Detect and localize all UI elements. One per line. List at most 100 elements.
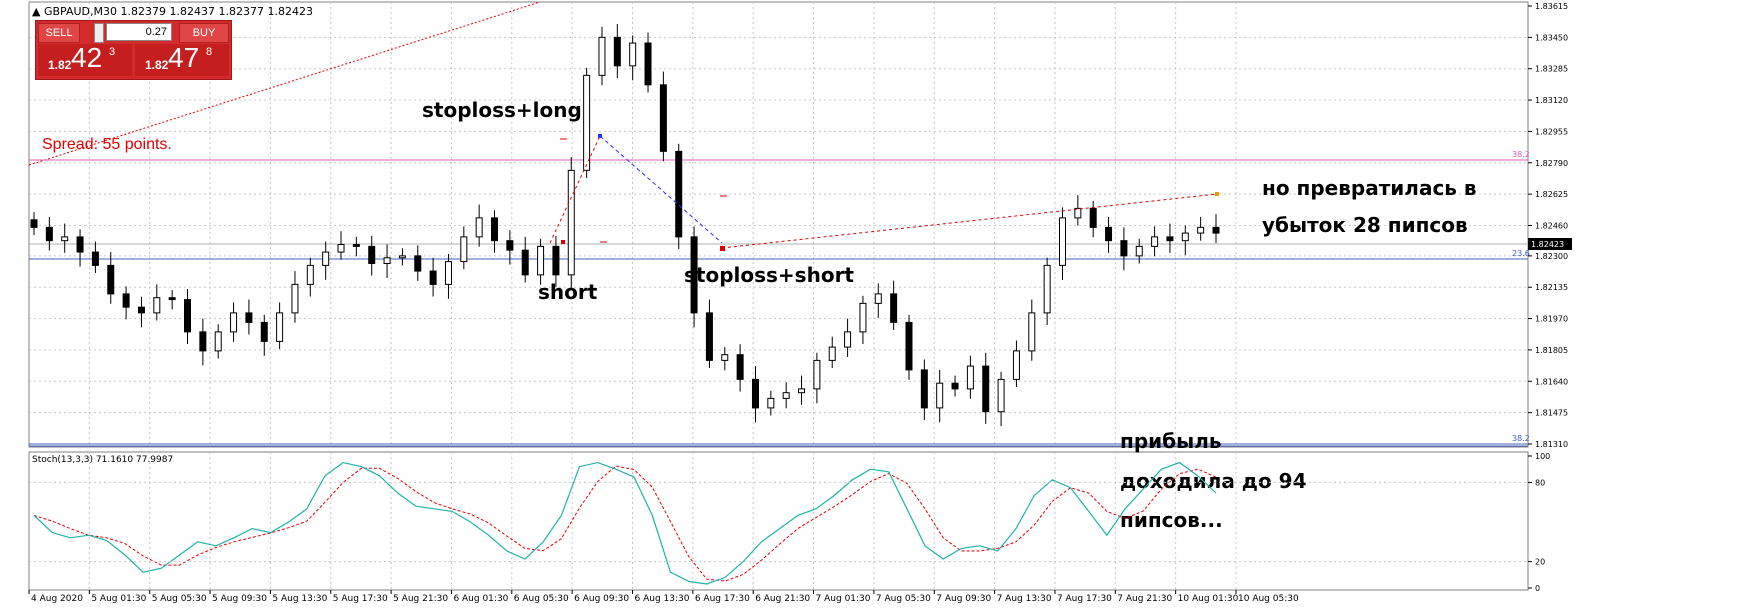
trendline-channel: [28, 1, 541, 166]
collapse-triangle-icon[interactable]: ▲: [32, 5, 41, 18]
candle-bull: [475, 217, 483, 238]
candle-bull: [1058, 217, 1066, 266]
time-tick-label: 5 Aug 17:30: [333, 594, 388, 604]
candle-bear: [920, 369, 928, 409]
time-tick-label: 5 Aug 13:30: [272, 594, 327, 604]
candle-bull: [276, 312, 284, 342]
candle-bear: [260, 321, 268, 342]
time-tick-label: 5 Aug 01:30: [91, 594, 146, 604]
trade-marker-short-entry: [561, 240, 565, 244]
candle-bull: [859, 302, 867, 333]
candle-bull: [1135, 245, 1143, 257]
trade-short-loss-line: [721, 193, 1218, 249]
candle-bear: [122, 293, 130, 308]
time-tick-label: 10 Aug 05:30: [1238, 594, 1299, 604]
time-tick-label: 6 Aug 05:30: [514, 594, 569, 604]
price-tick-label: 1.81640: [1535, 377, 1568, 386]
symbol-header: ▲ GBPAUD,M30 1.82379 1.82437 1.82377 1.8…: [32, 5, 313, 18]
time-tick-label: 7 Aug 01:30: [816, 594, 871, 604]
candle-bear: [675, 150, 683, 238]
fib-label-lower: 38.2: [1512, 434, 1530, 443]
candle-bull: [460, 236, 468, 263]
sell-quote-big: 42: [71, 42, 103, 73]
candle-bull: [1181, 232, 1189, 242]
candle-bull: [1012, 350, 1020, 380]
time-tick-label: 6 Aug 13:30: [635, 594, 690, 604]
candle-bull: [567, 169, 575, 276]
candle-bear: [736, 354, 744, 380]
candle-bear: [168, 297, 176, 301]
stochastic-main-line: [33, 461, 1217, 585]
stochastic-tick-label: 20: [1535, 558, 1545, 567]
candle-bear: [552, 245, 560, 276]
candle-bear: [613, 36, 621, 67]
candle-bull: [322, 251, 330, 266]
candle-bear: [890, 293, 898, 323]
time-tick-label: 10 Aug 01:30: [1178, 594, 1239, 604]
trade-long-entry-line: [599, 135, 723, 244]
candle-bear: [30, 219, 38, 228]
candle-bull: [337, 243, 345, 253]
time-tick-label: 7 Aug 21:30: [1117, 594, 1172, 604]
grid-lines: [29, 2, 1528, 590]
time-tick-label: 5 Aug 05:30: [152, 594, 207, 604]
candle-bear: [184, 299, 192, 333]
candle-bull: [782, 392, 790, 399]
price-axis: 1.83615 1.83450 1.83285 1.83120 1.82955 1.827…: [1528, 2, 1568, 449]
candle-bull: [230, 312, 238, 333]
price-tick-label: 1.83615: [1535, 2, 1568, 11]
candle-bull: [629, 42, 637, 67]
annotation-profit-line3: пипсов...: [1120, 508, 1223, 532]
annotation-stoploss-short: stoploss+short: [684, 263, 854, 287]
candle-bear: [690, 236, 698, 314]
candle-bear: [245, 312, 253, 323]
candle-bear: [951, 382, 959, 390]
trade-marker-long: [598, 134, 602, 138]
candle-bear: [905, 321, 913, 371]
price-tick-label: 1.82955: [1535, 127, 1568, 136]
stochastic-tick-label: 80: [1535, 478, 1545, 487]
sell-quote[interactable]: 1.82 42 3: [38, 42, 132, 76]
candle-bear: [76, 236, 84, 253]
annotation-loss-line2: убыток 28 пипсов: [1262, 213, 1468, 237]
spread-annotation: Spread: 55 points.: [42, 136, 172, 153]
indicator-chart-frame: [28, 451, 1529, 591]
price-tick-label: 1.82300: [1535, 252, 1568, 261]
candle-bull: [598, 36, 606, 76]
candle-bear: [199, 331, 207, 352]
time-tick-label: 6 Aug 01:30: [453, 594, 508, 604]
candle-bear: [107, 264, 115, 295]
sell-quote-prefix: 1.82: [48, 58, 72, 72]
candle-bull: [291, 283, 299, 314]
candle-bull: [1028, 312, 1036, 352]
annotation-profit-line2: доходила до 94: [1120, 469, 1307, 493]
sell-button[interactable]: SELL: [38, 23, 80, 43]
stochastic-tick-label: 100: [1535, 452, 1550, 461]
lot-size-input[interactable]: [106, 23, 172, 41]
annotation-loss-line1: но превратилась в: [1262, 176, 1477, 200]
candle-bull: [153, 297, 161, 314]
lot-spinner-down-icon[interactable]: [94, 23, 104, 43]
candle-bear: [491, 217, 499, 242]
time-axis: 4 Aug 2020 5 Aug 01:30 5 Aug 05:30 5 Aug 09…: [28, 590, 1299, 604]
buy-quote[interactable]: 1.82 47 8: [135, 42, 229, 76]
candle-bull: [798, 388, 806, 394]
price-tick-label: 1.81805: [1535, 346, 1568, 355]
stochastic-tick-label: 0: [1535, 584, 1540, 593]
buy-button[interactable]: BUY: [179, 23, 229, 43]
current-price-label: 1.82423: [1531, 240, 1564, 249]
stochastic-signal-line: [33, 465, 1217, 582]
candle-bear: [368, 245, 376, 264]
candle-bull: [966, 365, 974, 390]
sell-quote-sup: 3: [109, 46, 116, 58]
candle-bull: [398, 255, 406, 259]
candle-bear: [91, 251, 99, 266]
candle-bear: [751, 378, 759, 409]
current-price-box: [1528, 238, 1572, 250]
price-tick-label: 1.82135: [1535, 283, 1568, 292]
candle-bear: [414, 255, 422, 272]
candle-bear: [705, 312, 713, 361]
candle-bull: [844, 331, 852, 348]
price-tick-label: 1.81970: [1535, 315, 1568, 324]
